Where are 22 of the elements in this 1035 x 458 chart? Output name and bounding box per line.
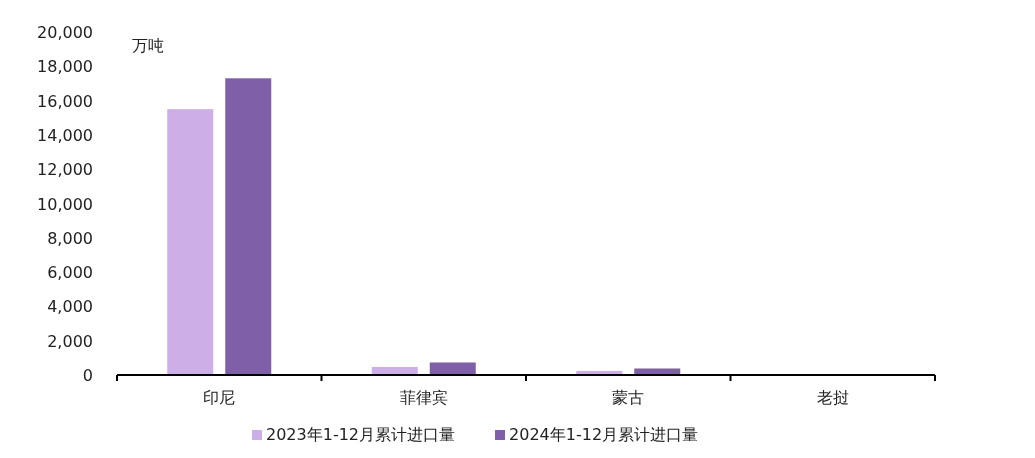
x-tick-label: 老挝: [816, 388, 849, 407]
y-tick-label: 10,000: [37, 194, 93, 214]
bar: [167, 109, 214, 375]
y-axis-title: 万吨: [132, 36, 164, 55]
y-tick-label: 18,000: [37, 57, 93, 77]
bar: [429, 362, 476, 375]
legend-label: 2023年1-12月累计进口量: [266, 425, 456, 444]
y-tick-label: 8,000: [47, 228, 93, 248]
y-tick-label: 0: [82, 366, 93, 385]
x-tick-label: 菲律宾: [399, 388, 448, 407]
x-tick-label: 蒙古: [612, 388, 645, 407]
bar: [225, 78, 272, 375]
bar: [634, 368, 681, 375]
x-tick-label: 印尼: [203, 388, 236, 407]
legend-label: 2024年1-12月累计进口量: [509, 425, 699, 444]
y-tick-label: 6,000: [47, 263, 93, 283]
y-tick-label: 12,000: [37, 160, 93, 180]
y-tick-label: 4,000: [47, 297, 93, 317]
y-tick-label: 2,000: [47, 331, 93, 351]
y-tick-label: 20,000: [37, 23, 93, 42]
y-tick-label: 16,000: [37, 91, 93, 111]
y-tick-label: 14,000: [37, 125, 93, 145]
